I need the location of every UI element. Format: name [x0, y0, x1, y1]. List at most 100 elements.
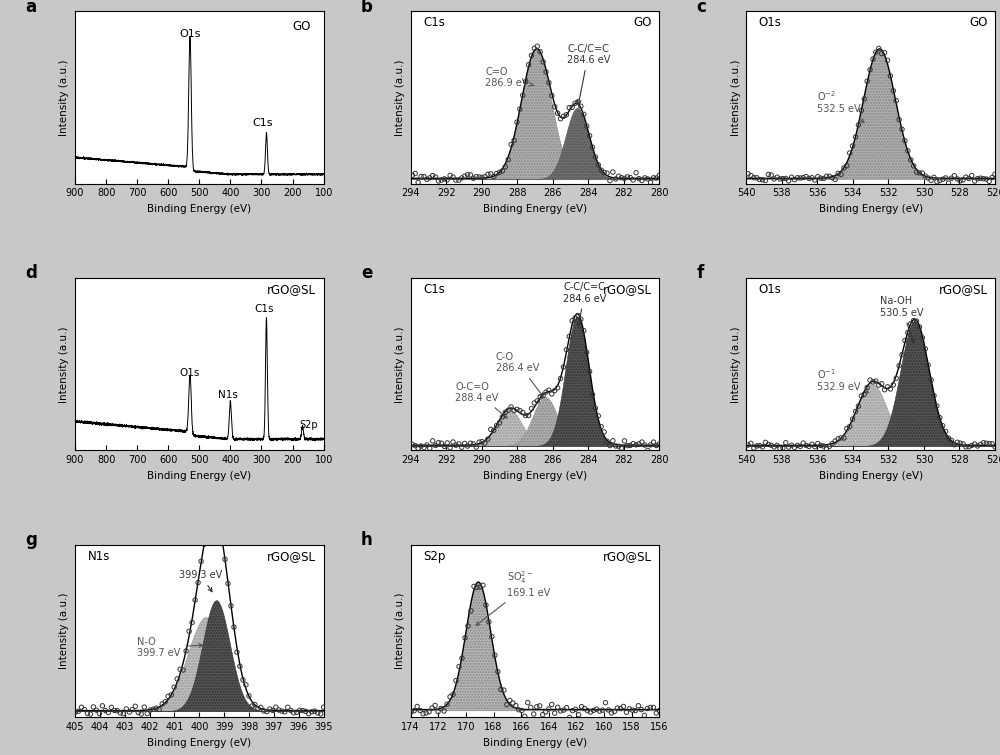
Text: rGO@SL: rGO@SL [267, 283, 316, 297]
Point [946, 439, 962, 451]
Point [900, 145, 916, 157]
Point [277, 706, 293, 718]
Point [842, 147, 858, 159]
Point [891, 359, 907, 371]
Point [229, 646, 245, 658]
X-axis label: Binding Energy (eV): Binding Energy (eV) [819, 471, 923, 481]
Point [781, 441, 797, 453]
Point [428, 439, 444, 451]
Text: d: d [25, 264, 37, 282]
Point [640, 445, 656, 457]
Point [946, 170, 962, 182]
Point [639, 702, 655, 714]
Point [621, 703, 637, 715]
Point [558, 344, 574, 356]
Point [494, 165, 510, 177]
Point [465, 438, 481, 450]
Point [175, 664, 191, 676]
Point [987, 441, 1000, 453]
Point [448, 674, 464, 686]
Point [894, 123, 910, 135]
Point [544, 90, 560, 102]
Text: S2p: S2p [299, 420, 318, 430]
Point [573, 100, 589, 112]
Point [865, 53, 881, 65]
Point [289, 706, 305, 718]
Point [628, 439, 644, 451]
Point [112, 707, 128, 719]
Point [556, 704, 572, 716]
Point [506, 134, 522, 146]
Point [474, 436, 490, 448]
Point [514, 704, 530, 716]
Point [436, 440, 452, 452]
Point [184, 617, 200, 629]
Point [602, 439, 618, 451]
Point [871, 42, 887, 54]
Point [888, 372, 904, 384]
Point [943, 434, 959, 446]
Point [109, 704, 125, 716]
Point [410, 442, 426, 455]
Point [271, 704, 287, 716]
Point [181, 625, 197, 637]
Point [651, 704, 667, 716]
Point [259, 705, 275, 717]
Point [568, 703, 584, 715]
Point [789, 171, 805, 183]
Point [490, 666, 506, 678]
Point [810, 171, 826, 183]
Point [211, 519, 227, 532]
Point [643, 177, 659, 189]
Point [422, 172, 438, 184]
Point [196, 538, 212, 550]
Point [600, 704, 616, 716]
Point [830, 168, 846, 180]
Point [115, 707, 131, 720]
Point [929, 400, 945, 412]
Point [529, 395, 545, 407]
Point [616, 435, 632, 447]
Point [145, 703, 161, 715]
Point [749, 171, 765, 183]
Point [821, 170, 837, 182]
Point [515, 406, 531, 418]
Point [792, 172, 808, 184]
Point [579, 120, 595, 132]
Point [529, 701, 545, 713]
Point [593, 421, 609, 433]
Point [561, 331, 577, 343]
Point [879, 54, 895, 66]
Point [454, 172, 470, 184]
Point [535, 709, 551, 721]
Point [163, 689, 179, 701]
Point [862, 63, 878, 76]
Point [839, 159, 855, 171]
Point [606, 705, 622, 717]
Point [574, 701, 590, 713]
Point [160, 690, 176, 702]
Text: O1s: O1s [759, 283, 782, 297]
Text: rGO@SL: rGO@SL [267, 550, 316, 563]
Point [241, 690, 257, 702]
Point [643, 439, 659, 451]
Point [941, 177, 957, 189]
Point [433, 437, 449, 449]
Point [888, 94, 904, 106]
Text: O$^{-1}$
532.9 eV: O$^{-1}$ 532.9 eV [817, 367, 869, 393]
Point [416, 442, 432, 454]
Y-axis label: Intensity (a.u.): Intensity (a.u.) [59, 59, 69, 136]
Point [845, 413, 861, 425]
Point [755, 174, 771, 186]
Point [136, 701, 152, 713]
Point [157, 695, 173, 707]
Point [283, 704, 299, 716]
Point [640, 173, 656, 185]
Text: N-O
399.7 eV: N-O 399.7 eV [137, 636, 203, 658]
Point [430, 175, 446, 187]
Point [425, 435, 441, 447]
Point [911, 321, 927, 333]
Point [88, 704, 104, 716]
Point [631, 173, 647, 185]
Point [874, 48, 890, 60]
